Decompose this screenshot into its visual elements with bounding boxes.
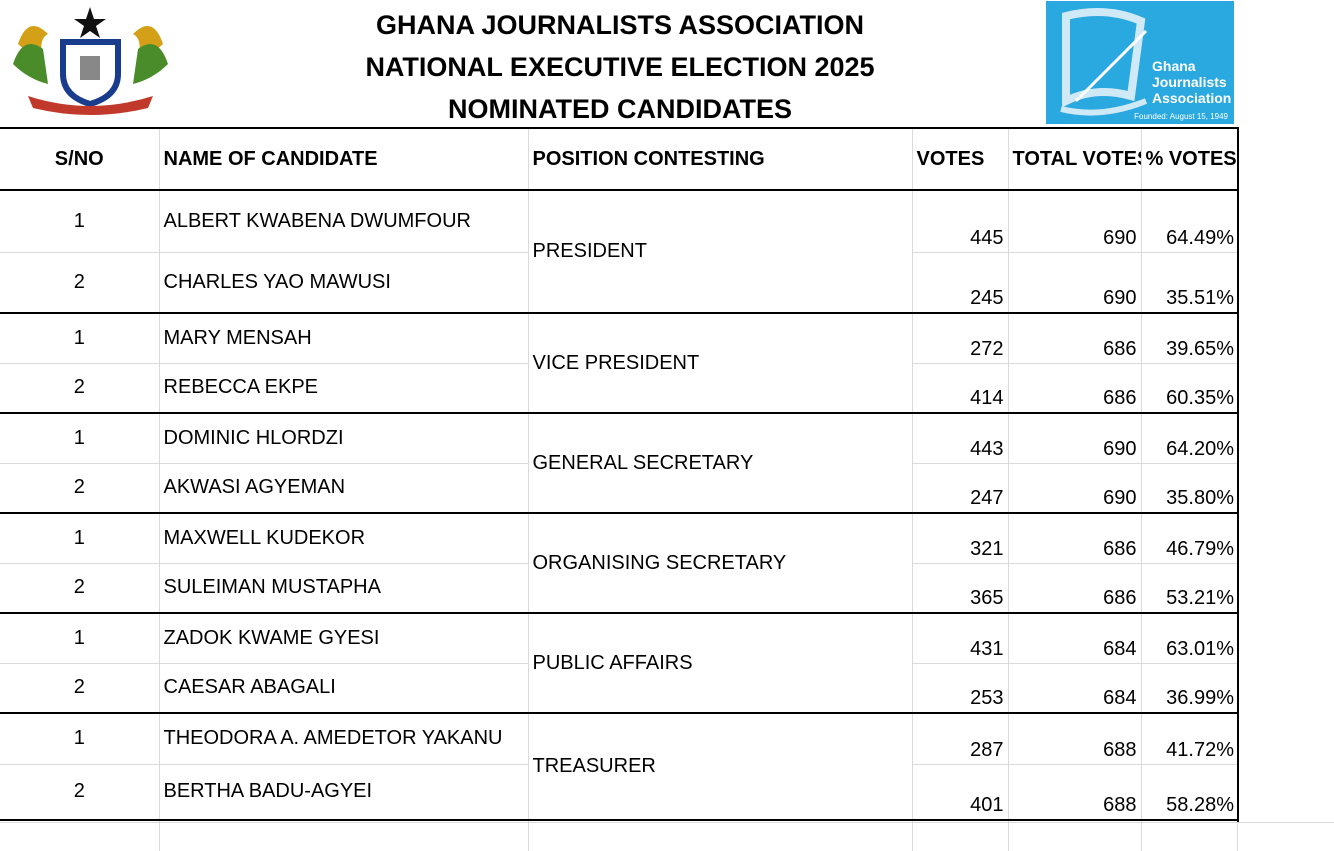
- cell-sno: 2: [0, 562, 159, 613]
- cell-total-votes: 686: [1007, 362, 1141, 413]
- cell-sno: 2: [0, 662, 159, 713]
- logo-line-3: Association: [1152, 90, 1232, 106]
- cell-pct-votes: 36.99%: [1140, 662, 1238, 713]
- cell-votes: 431: [911, 613, 1008, 663]
- cell-votes: 247: [911, 462, 1008, 513]
- cell-pct-votes: 60.35%: [1140, 362, 1238, 413]
- cell-candidate-name: MARY MENSAH: [158, 313, 528, 363]
- cell-candidate-name: MAXWELL KUDEKOR: [158, 513, 528, 563]
- cell-candidate-name: DOMINIC HLORDZI: [158, 413, 528, 463]
- cell-sno: 1: [73, 326, 85, 349]
- cell-pct-votes: 35.80%: [1140, 462, 1238, 513]
- title-line-3: NOMINATED CANDIDATES: [448, 94, 792, 124]
- cell-position: TREASURER: [527, 713, 912, 820]
- ghana-coat-of-arms-icon: [13, 7, 168, 115]
- cell-pct-votes: 64.20%: [1140, 413, 1238, 463]
- cell-total-votes: 684: [1007, 613, 1141, 663]
- cell-candidate-name: SULEIMAN MUSTAPHA: [158, 562, 528, 613]
- cell-position: VICE PRESIDENT: [527, 313, 912, 413]
- cell-candidate-name: THEODORA A. AMEDETOR YAKANU: [158, 713, 528, 764]
- document-title: GHANA JOURNALISTS ASSOCIATION NATIONAL E…: [320, 4, 920, 130]
- column-header-name: NAME OF CANDIDATE: [158, 128, 528, 190]
- cell-position: ORGANISING SECRETARY: [527, 513, 912, 613]
- cell-total-votes: 690: [1007, 251, 1141, 313]
- cell-total-votes: 686: [1007, 513, 1141, 563]
- cell-votes: 445: [911, 190, 1008, 252]
- cell-total-votes: 686: [1007, 313, 1141, 363]
- cell-total-votes: 690: [1007, 462, 1141, 513]
- cell-total-votes: 688: [1007, 763, 1141, 820]
- table-row: 2 CHARLES YAO MAWUSI 245 690 35.51%: [0, 251, 1238, 313]
- quill-icon: [1060, 8, 1148, 116]
- cell-votes: 401: [911, 763, 1008, 820]
- cell-candidate-name: CHARLES YAO MAWUSI: [158, 251, 528, 313]
- table-row: 2 BERTHA BADU-AGYEI 401 688 58.28%: [0, 763, 1238, 820]
- column-header-total-votes: TOTAL VOTES: [1007, 128, 1141, 190]
- cell-pct-votes: 63.01%: [1140, 613, 1238, 663]
- cell-sno: 1: [73, 209, 85, 232]
- table-row: 2 SULEIMAN MUSTAPHA 365 686 53.21%: [0, 562, 1238, 613]
- logo-founded: Founded: August 15, 1949: [1134, 112, 1228, 121]
- cell-pct-votes: 39.65%: [1140, 313, 1238, 363]
- cell-pct-votes: 64.49%: [1140, 190, 1238, 252]
- cell-position: PRESIDENT: [527, 190, 912, 313]
- cell-votes: 443: [911, 413, 1008, 463]
- cell-pct-votes: 58.28%: [1140, 763, 1238, 820]
- cell-sno: 1: [73, 727, 85, 750]
- table-row: 2 AKWASI AGYEMAN 247 690 35.80%: [0, 462, 1238, 513]
- cell-sno: 2: [0, 251, 159, 313]
- cell-sno: 1: [73, 426, 85, 449]
- cell-sno: 1: [73, 526, 85, 549]
- cell-total-votes: 686: [1007, 562, 1141, 613]
- cell-pct-votes: 46.79%: [1140, 513, 1238, 563]
- table-row: 1 DOMINIC HLORDZI GENERAL SECRETARY 443 …: [0, 413, 1238, 513]
- table-header-row: S/NO NAME OF CANDIDATE POSITION CONTESTI…: [0, 128, 1238, 190]
- cell-position: PUBLIC AFFAIRS: [527, 613, 912, 713]
- document-header: GHANA JOURNALISTS ASSOCIATION NATIONAL E…: [0, 0, 1334, 127]
- cell-candidate-name: BERTHA BADU-AGYEI: [158, 763, 528, 820]
- table-row: 1 THEODORA A. AMEDETOR YAKANU TREASURER …: [0, 713, 1238, 820]
- candidates-table: S/NO NAME OF CANDIDATE POSITION CONTESTI…: [0, 127, 1238, 821]
- column-header-votes: VOTES: [911, 128, 1008, 190]
- table-row: 1 MAXWELL KUDEKOR ORGANISING SECRETARY 3…: [0, 513, 1238, 613]
- cell-candidate-name: CAESAR ABAGALI: [158, 662, 528, 713]
- table-row: 1 MARY MENSAH VICE PRESIDENT 272 686 39.…: [0, 313, 1238, 413]
- table-row: 1 ZADOK KWAME GYESI PUBLIC AFFAIRS 431 6…: [0, 613, 1238, 713]
- cell-candidate-name: REBECCA EKPE: [158, 362, 528, 413]
- cell-total-votes: 684: [1007, 662, 1141, 713]
- cell-votes: 321: [911, 513, 1008, 563]
- cell-total-votes: 688: [1007, 713, 1141, 764]
- cell-position: GENERAL SECRETARY: [527, 413, 912, 513]
- cell-total-votes: 690: [1007, 190, 1141, 252]
- column-header-position: POSITION CONTESTING: [527, 128, 912, 190]
- cell-pct-votes: 35.51%: [1140, 251, 1238, 313]
- cell-sno: 2: [0, 763, 159, 820]
- cell-votes: 365: [911, 562, 1008, 613]
- title-line-2: NATIONAL EXECUTIVE ELECTION 2025: [365, 52, 875, 82]
- cell-votes: 272: [911, 313, 1008, 363]
- title-line-1: GHANA JOURNALISTS ASSOCIATION: [375, 10, 865, 40]
- cell-votes: 287: [911, 713, 1008, 764]
- cell-votes: 253: [911, 662, 1008, 713]
- logo-line-2: Journalists: [1152, 74, 1227, 90]
- gja-logo: Ghana Journalists Association Founded: A…: [1046, 1, 1234, 124]
- cell-pct-votes: 53.21%: [1140, 562, 1238, 613]
- cell-pct-votes: 41.72%: [1140, 713, 1238, 764]
- cell-votes: 245: [911, 251, 1008, 313]
- table-right-border: [1237, 127, 1239, 822]
- table-row: 2 REBECCA EKPE 414 686 60.35%: [0, 362, 1238, 413]
- cell-sno: 1: [73, 626, 85, 649]
- logo-line-1: Ghana: [1152, 58, 1196, 74]
- cell-total-votes: 690: [1007, 413, 1141, 463]
- column-header-sno: S/NO: [54, 147, 104, 170]
- cell-sno: 2: [0, 362, 159, 413]
- column-header-pct-votes: % VOTES: [1140, 128, 1238, 190]
- table-row: 2 CAESAR ABAGALI 253 684 36.99%: [0, 662, 1238, 713]
- cell-candidate-name: ALBERT KWABENA DWUMFOUR: [158, 190, 528, 252]
- cell-candidate-name: AKWASI AGYEMAN: [158, 462, 528, 513]
- table-row: 1 ALBERT KWABENA DWUMFOUR PRESIDENT 445 …: [0, 190, 1238, 313]
- cell-votes: 414: [911, 362, 1008, 413]
- cell-sno: 2: [0, 462, 159, 513]
- cell-candidate-name: ZADOK KWAME GYESI: [158, 613, 528, 663]
